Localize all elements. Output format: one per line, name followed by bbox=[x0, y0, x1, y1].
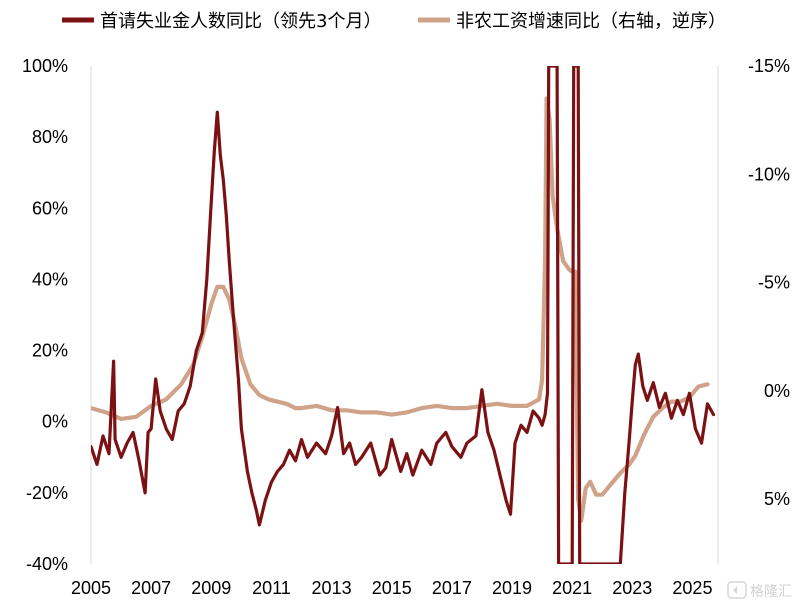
y-left-tick-label: 60% bbox=[32, 198, 68, 218]
x-tick-label: 2011 bbox=[252, 578, 291, 598]
y-right-tick-label: -10% bbox=[748, 164, 790, 184]
legend-label-payrolls: 非农工资增速同比（右轴，逆序） bbox=[456, 11, 726, 32]
watermark-logo-icon bbox=[727, 581, 747, 599]
x-tick-label: 2023 bbox=[612, 578, 652, 598]
x-tick-label: 2021 bbox=[552, 578, 592, 598]
x-tick-label: 2019 bbox=[492, 578, 532, 598]
watermark: 格隆汇 bbox=[727, 581, 792, 600]
y-left-tick-label: 100% bbox=[22, 56, 68, 76]
x-tick-label: 2005 bbox=[71, 578, 111, 598]
y-right-tick-label: 5% bbox=[764, 489, 790, 509]
y-right-tick-label: -15% bbox=[748, 56, 790, 76]
series-line-payrolls bbox=[91, 96, 710, 523]
y-left-tick-label: 80% bbox=[32, 127, 68, 147]
x-tick-label: 2015 bbox=[372, 578, 412, 598]
y-left-tick-label: 20% bbox=[32, 341, 68, 361]
series-line-claims bbox=[91, 66, 716, 564]
x-tick-label: 2009 bbox=[191, 578, 231, 598]
y-left-tick-label: -40% bbox=[26, 554, 68, 574]
x-tick-label: 2025 bbox=[672, 578, 712, 598]
x-tick-label: 2007 bbox=[131, 578, 171, 598]
legend: 首请失业金人数同比（领先3个月） 非农工资增速同比（右轴，逆序） bbox=[62, 11, 726, 32]
y-left-tick-label: -20% bbox=[26, 483, 68, 503]
y-right-tick-label: -5% bbox=[758, 273, 790, 293]
x-tick-label: 2017 bbox=[432, 578, 472, 598]
legend-label-claims: 首请失业金人数同比（领先3个月） bbox=[100, 11, 381, 32]
y-right-tick-label: 0% bbox=[764, 381, 790, 401]
y-left-tick-label: 40% bbox=[32, 269, 68, 289]
plot-area bbox=[90, 66, 719, 564]
y-left-tick-label: 0% bbox=[42, 412, 68, 432]
watermark-text: 格隆汇 bbox=[750, 584, 792, 600]
x-tick-label: 2013 bbox=[312, 578, 352, 598]
